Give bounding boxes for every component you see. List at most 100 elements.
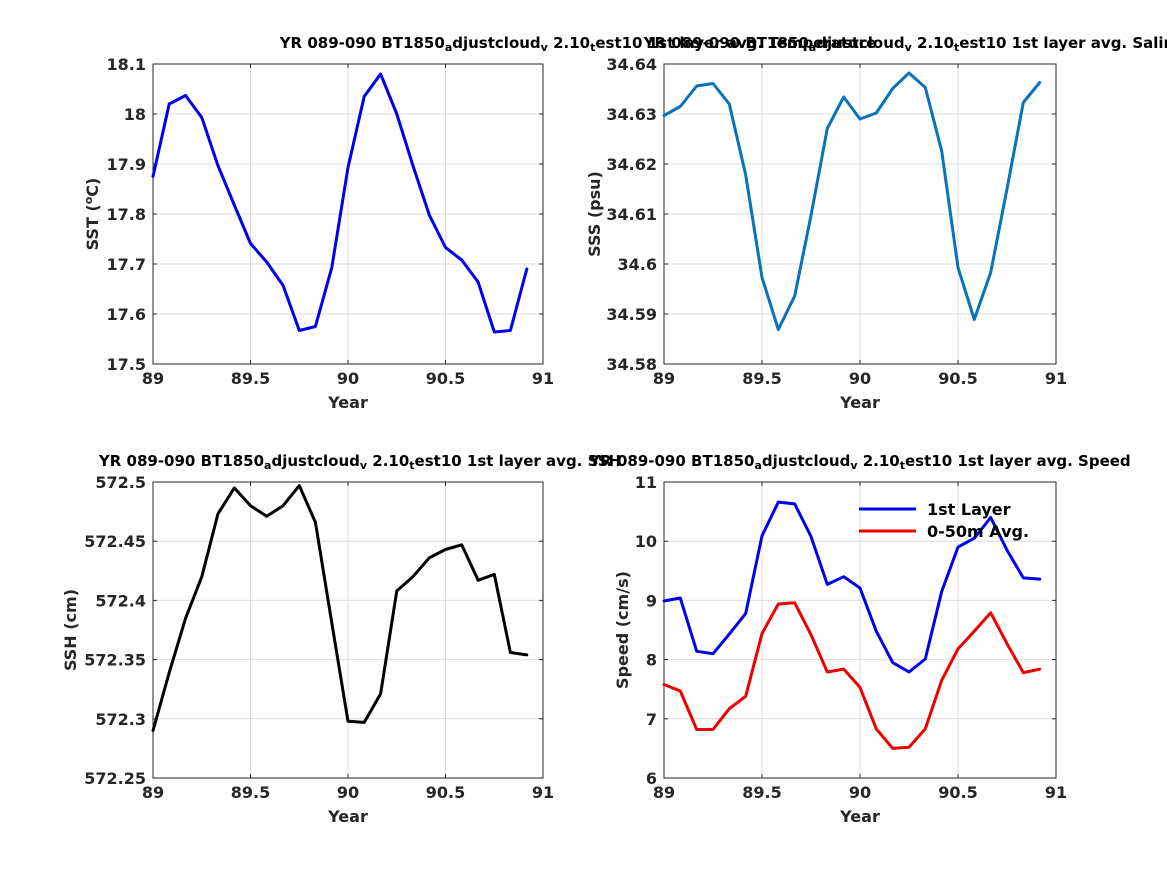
y-axis-label: SSS (psu) [585, 171, 604, 257]
y-tick-label: 572.45 [84, 532, 146, 551]
x-axis-label: Year [839, 393, 880, 412]
series-line-1 [662, 500, 1042, 674]
legend-label-1: 1st Layer [927, 500, 1011, 519]
y-tick-label: 572.4 [95, 591, 146, 610]
y-tick-label: 9 [646, 591, 657, 610]
y-tick-label: 17.6 [107, 305, 146, 324]
x-tick-label: 89 [653, 369, 675, 388]
x-axis-label: Year [327, 393, 368, 412]
y-tick-label: 10 [635, 532, 657, 551]
title-part-pre: YR 089-090 BT1850 [98, 452, 264, 470]
series-line-1 [151, 484, 529, 733]
x-tick-label: 89.5 [231, 369, 270, 388]
chart-panel-2: 89 89.5 90 90.5 91 34.58 34.59 34.6 34.61 34.62 34… [585, 34, 1167, 412]
y-tick-label: 34.63 [606, 105, 657, 124]
title-part-s1: a [809, 41, 816, 54]
x-tick-label: 91 [1045, 783, 1067, 802]
title-part-s3: t [900, 459, 905, 472]
y-tick-label: 34.64 [606, 55, 657, 74]
y-tick-label: 17.7 [107, 255, 146, 274]
x-tick-label: 89.5 [742, 783, 781, 802]
title-part-pre: YR 089-090 BT1850 [643, 34, 809, 52]
y-tick-label: 572.5 [95, 473, 146, 492]
x-tick-label: 89.5 [231, 783, 270, 802]
title-part-m2: 2.10 [548, 34, 590, 52]
title-part-s2: v [850, 459, 858, 472]
title-part-post: est10 1st layer avg. Speed [905, 452, 1131, 470]
y-axis-label-pre: SSS (psu) [585, 171, 604, 257]
x-tick-label: 89 [142, 783, 164, 802]
y-tick-label: 34.62 [606, 155, 657, 174]
title-part-s3: t [409, 459, 414, 472]
title-part-m1: djustcloud [816, 34, 904, 52]
y-tick-label: 34.61 [606, 205, 657, 224]
legend-label-2: 0-50m Avg. [927, 522, 1029, 541]
title-part-post: est10 1st layer avg. Salinity [959, 34, 1167, 52]
y-axis-label-pre: SSH (cm) [61, 589, 80, 671]
series-line-1 [662, 71, 1042, 331]
y-axis-label: Speed (cm/s) [613, 571, 632, 689]
x-tick-label: 91 [532, 783, 554, 802]
title-part-post: est10 1st layer avg. SSH [415, 452, 622, 470]
y-axis-label-pre: SST ( [83, 204, 102, 250]
title-part-s1: a [445, 41, 452, 54]
x-tick-label: 90 [337, 783, 359, 802]
chart-title: YR 089-090 BT1850adjustcloudv 2.10test10… [643, 34, 1167, 54]
chart-panel-1: 89 89.5 90 90.5 91 17.5 17.6 17.7 17.8 17.9 18 18.1… [82, 34, 877, 412]
x-tick-label: 91 [1045, 369, 1067, 388]
y-tick-label: 18.1 [107, 55, 146, 74]
title-part-m2: 2.10 [367, 452, 409, 470]
y-axis-label-pre: Speed (cm/s) [613, 571, 632, 689]
title-part-s2: v [905, 41, 913, 54]
x-axis-label: Year [839, 807, 880, 826]
title-part-m1: djustcloud [762, 452, 850, 470]
chart-panel-3: 89 89.5 90 90.5 91 572.25 572.3 572.35 572.4 572.… [61, 452, 621, 826]
title-part-m2: 2.10 [857, 452, 899, 470]
y-tick-label: 6 [646, 769, 657, 788]
chart-title: YR 089-090 BT1850adjustcloudv 2.10test10… [588, 452, 1130, 472]
x-tick-label: 90 [849, 369, 871, 388]
chart-title: YR 089-090 BT1850adjustcloudv 2.10test10… [98, 452, 621, 472]
x-tick-label: 90.5 [426, 783, 465, 802]
title-part-s2: v [541, 41, 549, 54]
y-tick-label: 34.59 [606, 305, 657, 324]
x-tick-label: 89 [653, 783, 675, 802]
title-part-pre: YR 089-090 BT1850 [588, 452, 754, 470]
x-tick-label: 89 [142, 369, 164, 388]
y-tick-label: 17.9 [107, 155, 146, 174]
x-tick-label: 90 [337, 369, 359, 388]
x-tick-label: 91 [532, 369, 554, 388]
y-tick-label: 34.6 [618, 255, 657, 274]
y-axis-label-post: C) [83, 178, 102, 197]
title-part-pre: YR 089-090 BT1850 [279, 34, 445, 52]
y-tick-label: 8 [646, 651, 657, 670]
y-tick-label: 17.8 [107, 205, 146, 224]
x-tick-label: 89.5 [742, 369, 781, 388]
y-axis-label: SSH (cm) [61, 589, 80, 671]
y-tick-label: 7 [646, 710, 657, 729]
y-tick-label: 572.25 [84, 769, 146, 788]
title-part-m1: djustcloud [452, 34, 540, 52]
x-axis-label: Year [327, 807, 368, 826]
title-part-s1: a [264, 459, 271, 472]
y-tick-label: 18 [124, 105, 146, 124]
title-part-m2: 2.10 [912, 34, 954, 52]
x-tick-label: 90 [849, 783, 871, 802]
title-part-m1: djustcloud [271, 452, 359, 470]
x-tick-label: 90.5 [938, 369, 977, 388]
title-part-post: est10 1st layer avg. Temperature [595, 34, 876, 52]
title-part-s3: t [590, 41, 595, 54]
series-line-1 [151, 72, 529, 334]
title-part-s1: a [754, 459, 761, 472]
y-tick-label: 572.35 [84, 651, 146, 670]
x-tick-label: 90.5 [426, 369, 465, 388]
y-axis-label-sup: o [82, 196, 95, 204]
y-tick-label: 572.3 [95, 710, 146, 729]
y-tick-label: 17.5 [107, 355, 146, 374]
x-tick-label: 90.5 [938, 783, 977, 802]
legend: 1st Layer 0-50m Avg. [859, 500, 1029, 541]
chart-title: YR 089-090 BT1850adjustcloudv 2.10test10… [279, 34, 877, 54]
series-line-2 [662, 601, 1042, 750]
y-tick-label: 34.58 [606, 355, 657, 374]
